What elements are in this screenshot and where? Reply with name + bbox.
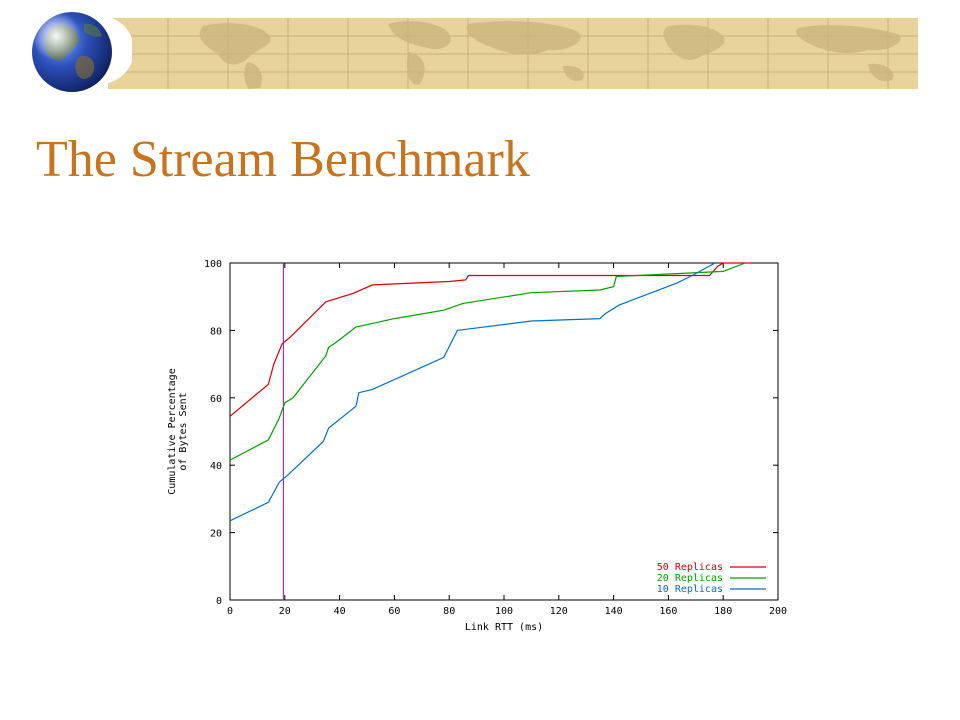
y-tick-label: 100 [204, 259, 222, 270]
globe-logo [22, 8, 134, 96]
legend-label: 10 Replicas [657, 584, 723, 595]
x-tick-label: 0 [227, 606, 233, 617]
y-axis-label-line: Cumulative Percentage [167, 368, 178, 494]
x-axis-label: Link RTT (ms) [465, 622, 543, 633]
y-tick-label: 20 [210, 529, 222, 540]
x-tick-label: 40 [334, 606, 346, 617]
x-tick-label: 180 [714, 606, 732, 617]
y-axis-label: Cumulative Percentageof Bytes Sent [167, 368, 189, 494]
y-axis-label-line: of Bytes Sent [178, 392, 189, 470]
legend-label: 50 Replicas [657, 562, 723, 573]
x-tick-label: 20 [279, 606, 291, 617]
x-tick-label: 160 [659, 606, 677, 617]
legend-label: 20 Replicas [657, 573, 723, 584]
series-line-3 [229, 262, 716, 522]
world-map-banner [108, 18, 918, 89]
chart-axes: 0 20 40 60 80 100 120 140 160 180 200 0 20 40 60 80 100 L… [167, 259, 787, 633]
y-tick-label: 60 [210, 394, 222, 405]
y-tick-label: 40 [210, 461, 222, 472]
x-tick-label: 140 [605, 606, 623, 617]
x-tick-label: 100 [495, 606, 513, 617]
chart-series [229, 262, 751, 600]
x-tick-label: 60 [388, 606, 400, 617]
y-tick-label: 80 [210, 326, 222, 337]
world-map-icon [108, 18, 918, 89]
x-tick-label: 120 [550, 606, 568, 617]
series-line-1 [229, 262, 751, 417]
chart-svg: 0 20 40 60 80 100 120 140 160 180 200 0 20 40 60 80 100 L… [167, 259, 787, 633]
globe-icon [32, 12, 134, 92]
plot-frame [229, 262, 779, 601]
x-tick-label: 80 [443, 606, 455, 617]
slide-title: The Stream Benchmark [36, 131, 530, 188]
series-line-2 [229, 262, 746, 461]
y-tick-label: 0 [216, 596, 222, 607]
x-tick-label: 200 [769, 606, 787, 617]
stream-benchmark-chart: 0 20 40 60 80 100 120 140 160 180 200 0 20 40 60 80 100 L… [158, 248, 808, 640]
